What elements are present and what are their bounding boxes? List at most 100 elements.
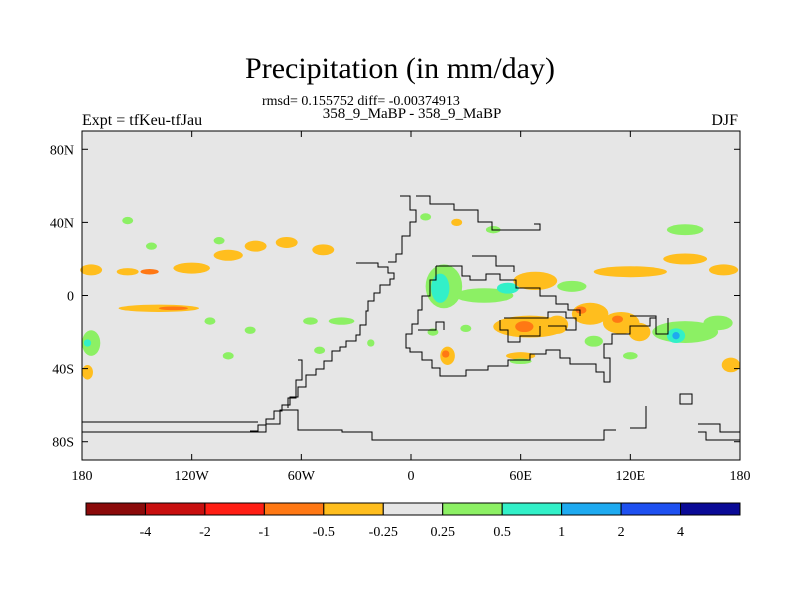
anomaly-patch-24 [451,218,463,227]
coastline-eurasia-north [416,195,541,231]
x-axis: 180 120W 60W 0 60E 120E 180 [72,131,751,484]
anomaly-patch-8 [213,237,225,245]
anomaly-patch-43 [628,322,651,342]
y-axis: 80N 40N 0 40S 80S [50,143,740,451]
colorbar-box-10 [680,502,741,516]
x-tick-label-0: 180 [72,469,93,484]
anomaly-patch-31 [557,280,587,292]
anomaly-patch-12 [158,306,189,311]
colorbar-box-6 [442,502,503,516]
coastline-arabia [499,320,541,343]
anomaly-patch-48 [703,315,733,331]
anomaly-patch-20 [314,346,326,354]
coastline-south-america-east [287,359,303,408]
anomaly-patch-5 [244,240,267,252]
chart-title: Precipitation (in mm/day) [245,52,555,85]
experiment-label: Expt = tfKeu-tfJau [82,112,203,129]
anomaly-patch-32 [593,266,667,278]
anomaly-patch-52 [442,350,450,358]
coastline-north-africa [472,255,515,272]
coastline-mediterranean [418,321,445,331]
coastline-island-east [679,393,693,405]
coastline-north-atlantic [388,195,417,263]
anomaly-patch-29 [496,282,519,294]
colorbar-label-2: -1 [259,525,271,540]
anomaly-patch-19 [328,317,355,325]
anomaly-patch-23 [420,213,432,221]
anomaly-patch-40 [575,306,587,314]
x-tick-label-4: 60E [509,469,532,484]
colorbar-label-4: -0.25 [369,525,398,540]
colorbar-box-3 [263,502,325,516]
colorbar-box-1 [144,502,206,516]
anomaly-patch-49 [721,357,740,373]
coastlines [82,195,740,441]
x-tick-label-6: 180 [730,469,751,484]
y-tick-label-2: 0 [67,290,74,305]
anomaly-patch-15 [82,364,93,380]
anomaly-patch-39 [571,302,609,325]
stats-text: rmsd= 0.155752 diff= -0.00374913 [262,94,460,109]
anomaly-patch-2 [80,264,103,276]
coastline-africa-south [556,317,656,383]
colorbar-box-4 [323,502,384,516]
coastline-americas [250,262,395,432]
anomaly-patch-27 [431,273,450,303]
colorbar-box-9 [620,502,682,516]
colorbar-label-9: 4 [677,525,684,540]
anomaly-patch-7 [312,244,335,256]
colorbar-box-5 [382,502,444,516]
anomaly-patch-9 [145,242,157,250]
anomaly-patch-3 [173,262,210,274]
anomaly-patch-6 [275,237,298,248]
anomaly-patch-30 [513,271,558,291]
anomaly-patch-28 [454,288,514,303]
anomaly-patch-56 [427,328,439,336]
y-tick-label-0: 80N [50,143,74,158]
colorbar: -4 -2 -1 -0.5 -0.25 0.25 0.5 1 2 4 [85,502,741,540]
colorbar-label-7: 1 [558,525,565,540]
anomaly-patch-38 [546,315,569,334]
colorbar-label-1: -2 [199,525,211,540]
anomaly-patch-42 [612,315,624,323]
anomaly-patch-14 [83,339,92,347]
season-label: DJF [711,112,738,129]
chart-subtitle: 358_9_MaBP - 358_9_MaBP [322,106,502,122]
anomaly-patch-18 [303,317,318,325]
anomaly-patch-54 [506,352,536,360]
y-tick-label-1: 40N [50,216,74,231]
coastline-antarctica [82,409,616,441]
x-tick-label-2: 60W [288,469,316,484]
anomaly-patch-34 [666,224,704,236]
colorbar-box-2 [204,502,265,516]
anomaly-patch-53 [460,324,472,333]
anomaly-patch-22 [367,339,375,347]
colorbar-box-8 [561,502,622,516]
coastline-pacific-islands [698,423,740,441]
anomaly-patch-47 [672,332,680,340]
plot-area [80,131,740,460]
colorbar-label-3: -0.5 [313,525,335,540]
anomaly-patch-11 [118,304,199,312]
x-tick-label-5: 120E [616,469,646,484]
anomaly-patch-35 [708,264,739,276]
anomaly-patches [80,213,740,380]
colorbar-label-8: 2 [618,525,625,540]
anomaly-patch-17 [244,326,256,334]
colorbar-box-0 [85,502,146,516]
anomaly-patch-44 [584,335,603,347]
anomaly-patch-13 [82,330,101,356]
colorbar-label-0: -4 [140,525,152,540]
x-tick-label-3: 0 [408,469,415,484]
anomaly-patch-4 [213,249,243,261]
anomaly-patch-50 [623,352,638,360]
coastline-africa [436,265,581,316]
anomaly-patch-55 [509,358,532,365]
anomaly-patch-16 [204,317,216,325]
colorbar-label-5: 0.25 [430,525,455,540]
y-tick-label-4: 80S [52,436,74,451]
anomaly-patch-1 [140,268,159,275]
anomaly-patch-37 [515,321,534,333]
anomaly-patch-33 [663,253,708,265]
